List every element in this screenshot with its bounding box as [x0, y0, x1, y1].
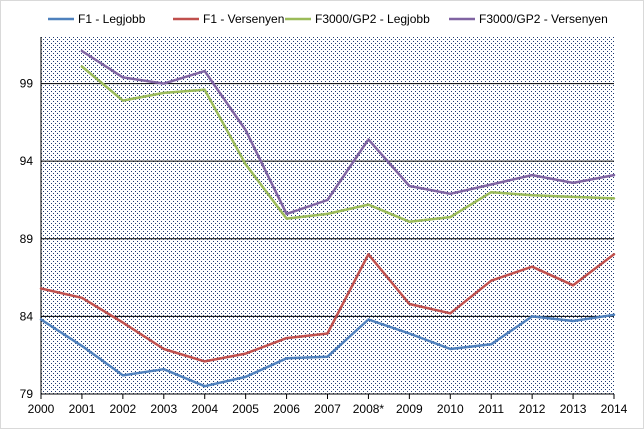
series-line — [39, 313, 616, 388]
y-tick-label: 99 — [20, 77, 34, 91]
y-tick-label: 84 — [20, 309, 34, 323]
x-tick-label: 2002 — [110, 402, 137, 416]
legend-label: F3000/GP2 - Versenyen — [479, 12, 608, 26]
legend-label: F3000/GP2 - Legjobb — [315, 12, 430, 26]
series-line — [80, 49, 616, 216]
plot-area — [41, 37, 614, 394]
x-tick-label: 2004 — [191, 402, 218, 416]
x-tick-label: 2012 — [519, 402, 546, 416]
x-tick-label: 2014 — [601, 402, 628, 416]
series-line — [39, 253, 616, 363]
x-tick-label: 2006 — [273, 402, 300, 416]
x-tick-label: 2000 — [28, 402, 55, 416]
x-tick-label: 2010 — [437, 402, 464, 416]
y-tick-label: 79 — [20, 387, 34, 401]
axes: 79 84 89 94 99 2000 2001 2002 2003 2004 2005 2006 20… — [20, 37, 628, 416]
x-tick-label: 2007 — [314, 402, 341, 416]
x-tick-label: 2005 — [232, 402, 259, 416]
x-tick-label: 2003 — [150, 402, 177, 416]
y-tick-label: 89 — [20, 232, 34, 246]
x-tick-label: 2009 — [396, 402, 423, 416]
x-tick-label: 2011 — [478, 402, 504, 416]
x-tick-label: 2013 — [560, 402, 587, 416]
legend-label: F1 - Versenyen — [203, 12, 284, 26]
series-line — [80, 65, 616, 223]
x-tick-label: 2001 — [69, 402, 96, 416]
legend: F1 - Legjobb F1 - Versenyen F3000/GP2 - Le… — [48, 12, 608, 26]
series-lines — [39, 49, 616, 388]
legend-label: F1 - Legjobb — [78, 12, 146, 26]
y-tick-label: 94 — [20, 154, 34, 168]
x-tick-label: 2008* — [353, 402, 385, 416]
